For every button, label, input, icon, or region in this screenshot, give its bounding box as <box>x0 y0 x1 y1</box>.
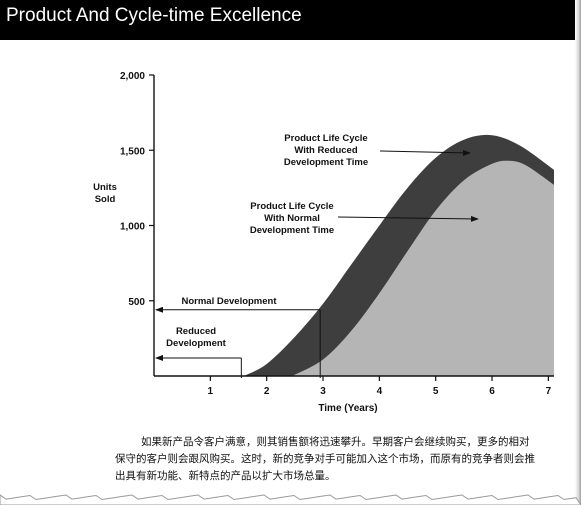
y-tick-label: 1,000 <box>120 222 145 233</box>
page-edge-shadow <box>575 0 581 505</box>
series-normal-label: Product Life Cycle With Normal Development… <box>250 201 334 236</box>
x-tick-label: 5 <box>433 386 439 397</box>
y-axis-label: Units Sold <box>93 182 117 205</box>
page-title: Product And Cycle-time Excellence <box>6 5 302 26</box>
y-tick-label: 2,000 <box>120 71 145 82</box>
series-normal-arrow <box>337 215 479 222</box>
x-tick-label: 7 <box>546 386 552 397</box>
x-tick-label: 6 <box>489 386 495 397</box>
x-tick-label: 4 <box>377 386 383 397</box>
x-tick-label: 3 <box>320 386 326 397</box>
reduced-development-annotation-label: Reduced Development <box>166 326 226 349</box>
series-normal-area <box>292 160 554 376</box>
x-axis-label: Time (Years) <box>318 403 377 414</box>
series-reduced-label: Product Life Cycle With Reduced Developmen… <box>284 133 368 168</box>
torn-edge <box>0 494 581 505</box>
y-tick-label: 1,500 <box>120 146 145 157</box>
header-bar: Product And Cycle-time Excellence <box>0 0 581 40</box>
caption-paragraph: 如果新产品令客户满意，则其销售额将迅速攀升。早期客户会继续购买，更多的相对保守的… <box>115 436 535 482</box>
caption-text: 如果新产品令客户满意，则其销售额将迅速攀升。早期客户会继续购买，更多的相对保守的… <box>115 434 535 485</box>
x-tick-label: 2 <box>264 386 270 397</box>
series-reduced-arrow <box>379 149 471 156</box>
life-cycle-chart: 2,000 1,500 1,000 500 1 2 3 4 5 6 7 Units Sold Time … <box>93 71 554 414</box>
y-tick-label: 500 <box>128 297 145 308</box>
x-tick-label: 1 <box>208 386 214 397</box>
normal-development-annotation-label: Normal Development <box>181 296 277 307</box>
